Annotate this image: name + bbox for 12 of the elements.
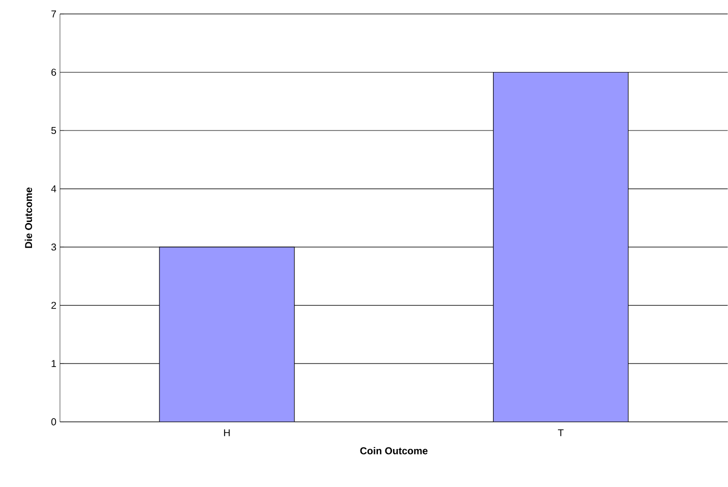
y-tick-label: 3 [51,244,56,251]
y-axis-title: Die Outcome [24,188,32,248]
y-tick-label: 7 [51,10,56,18]
x-tick-label: H [224,429,230,436]
y-tick-label: 0 [51,418,56,426]
y-tick-label: 2 [51,302,56,309]
y-tick-label: 6 [51,68,56,76]
x-axis-title: Coin Outcome [360,447,428,454]
y-tick-label: 4 [51,185,56,192]
y-tick-label: 1 [52,360,56,368]
x-tick-label: T [558,429,564,436]
y-tick-label: 5 [51,127,56,134]
